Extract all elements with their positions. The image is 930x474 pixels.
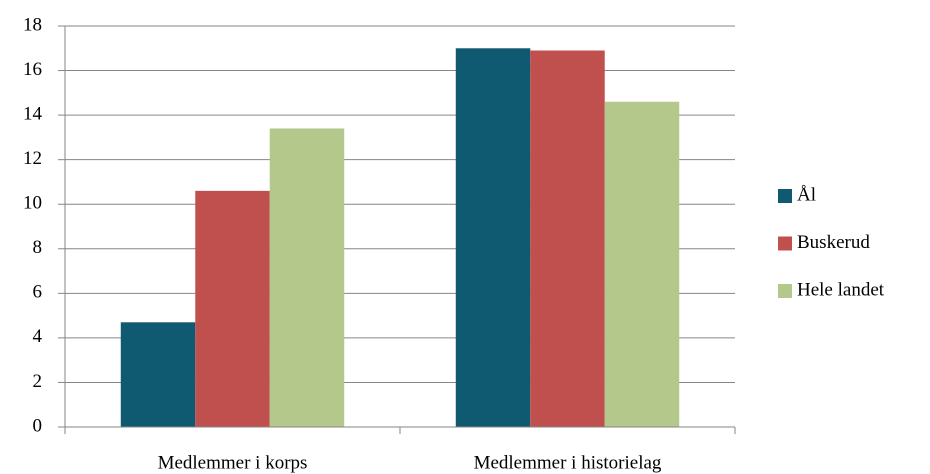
y-tick-label: 8: [33, 237, 43, 258]
legend-label: Buskerud: [797, 232, 870, 253]
bar: [530, 50, 605, 427]
bar: [455, 48, 531, 428]
bar: [120, 322, 196, 427]
y-tick-label: 2: [33, 371, 43, 392]
bar: [195, 190, 270, 427]
legend-swatch: [778, 284, 792, 298]
bar: [269, 128, 345, 427]
legend-label: Ål: [797, 184, 816, 205]
legend-label: Hele landet: [797, 279, 885, 300]
x-tick-label: Medlemmer i historielag: [474, 452, 662, 473]
y-tick-label: 4: [33, 326, 43, 347]
x-tick-label: Medlemmer i korps: [158, 452, 308, 473]
y-tick-label: 0: [33, 415, 43, 436]
y-tick-label: 14: [23, 103, 43, 124]
y-tick-label: 10: [23, 193, 42, 214]
bar: [604, 101, 680, 427]
y-tick-label: 18: [23, 14, 42, 35]
y-tick-label: 6: [33, 282, 43, 303]
legend-swatch: [778, 189, 792, 203]
y-tick-label: 12: [23, 148, 42, 169]
y-tick-label: 16: [23, 59, 42, 80]
legend-swatch: [778, 236, 792, 251]
